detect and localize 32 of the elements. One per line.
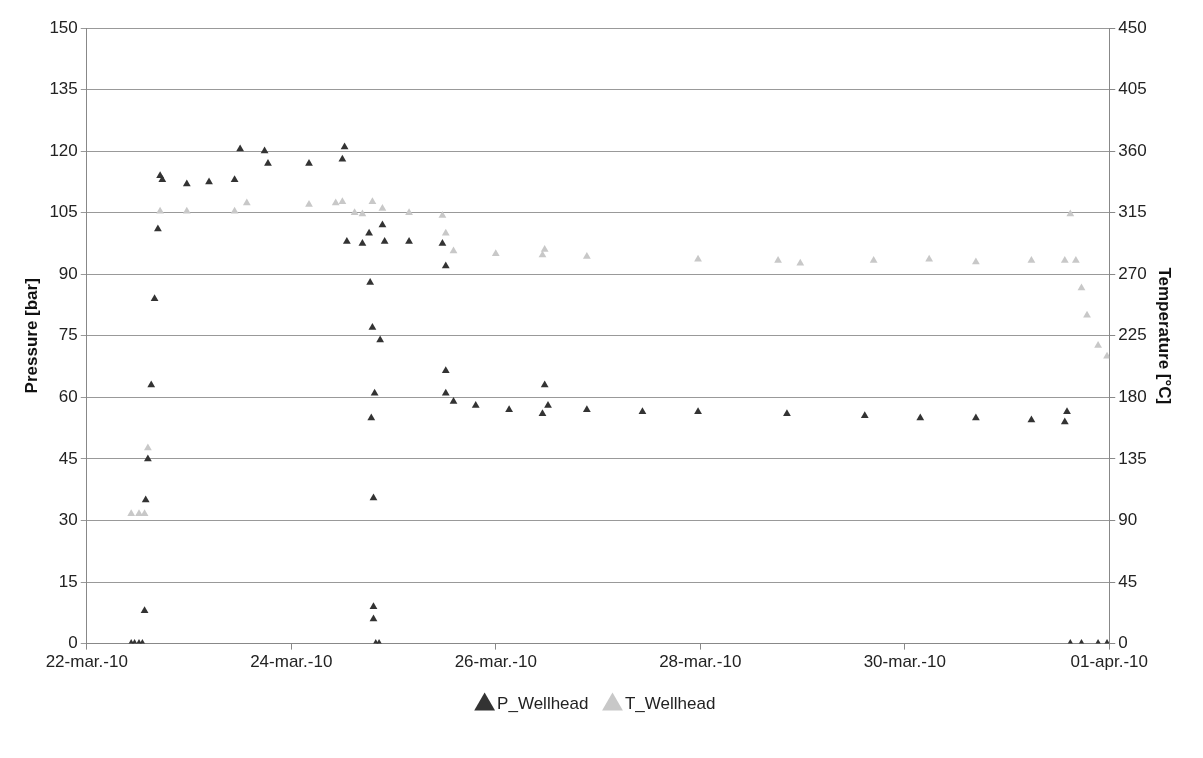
y2-tick-label: 180 xyxy=(1118,387,1147,407)
y-tick-label: 15 xyxy=(58,571,78,591)
y2-tick-label: 90 xyxy=(1118,510,1138,530)
y2-axis-title: Temperature [°C] xyxy=(1155,267,1175,405)
y2-tick-label: 360 xyxy=(1118,140,1147,160)
y-tick-label: 120 xyxy=(49,140,78,160)
y-tick-label: 135 xyxy=(49,79,78,99)
legend-label: T_Wellhead xyxy=(624,694,716,714)
y-tick-label: 90 xyxy=(58,263,78,283)
y2-tick-label: 315 xyxy=(1118,202,1147,222)
y-tick-label: 45 xyxy=(58,448,78,468)
x-tick-label: 01-apr.-10 xyxy=(1070,652,1148,672)
y2-tick-label: 270 xyxy=(1118,263,1147,283)
x-tick-label: 28-mar.-10 xyxy=(659,652,742,672)
y2-tick-label: 0 xyxy=(1118,633,1128,653)
y2-tick-label: 450 xyxy=(1118,17,1147,37)
x-tick-label: 22-mar.-10 xyxy=(45,652,128,672)
y-tick-label: 105 xyxy=(49,202,78,222)
x-tick-label: 26-mar.-10 xyxy=(454,652,537,672)
y2-tick-label: 225 xyxy=(1118,325,1147,345)
x-tick-label: 30-mar.-10 xyxy=(863,652,946,672)
y-tick-label: 30 xyxy=(58,510,78,530)
y-axis-title: Pressure [bar] xyxy=(21,278,41,394)
y2-tick-label: 405 xyxy=(1118,79,1147,99)
y-tick-label: 75 xyxy=(58,325,78,345)
y-tick-label: 0 xyxy=(68,633,78,653)
legend-label: P_Wellhead xyxy=(497,694,589,714)
y2-tick-label: 135 xyxy=(1118,448,1147,468)
y2-tick-label: 45 xyxy=(1118,571,1138,591)
y-tick-label: 150 xyxy=(49,17,78,37)
x-tick-label: 24-mar.-10 xyxy=(250,652,333,672)
y-tick-label: 60 xyxy=(58,387,78,407)
